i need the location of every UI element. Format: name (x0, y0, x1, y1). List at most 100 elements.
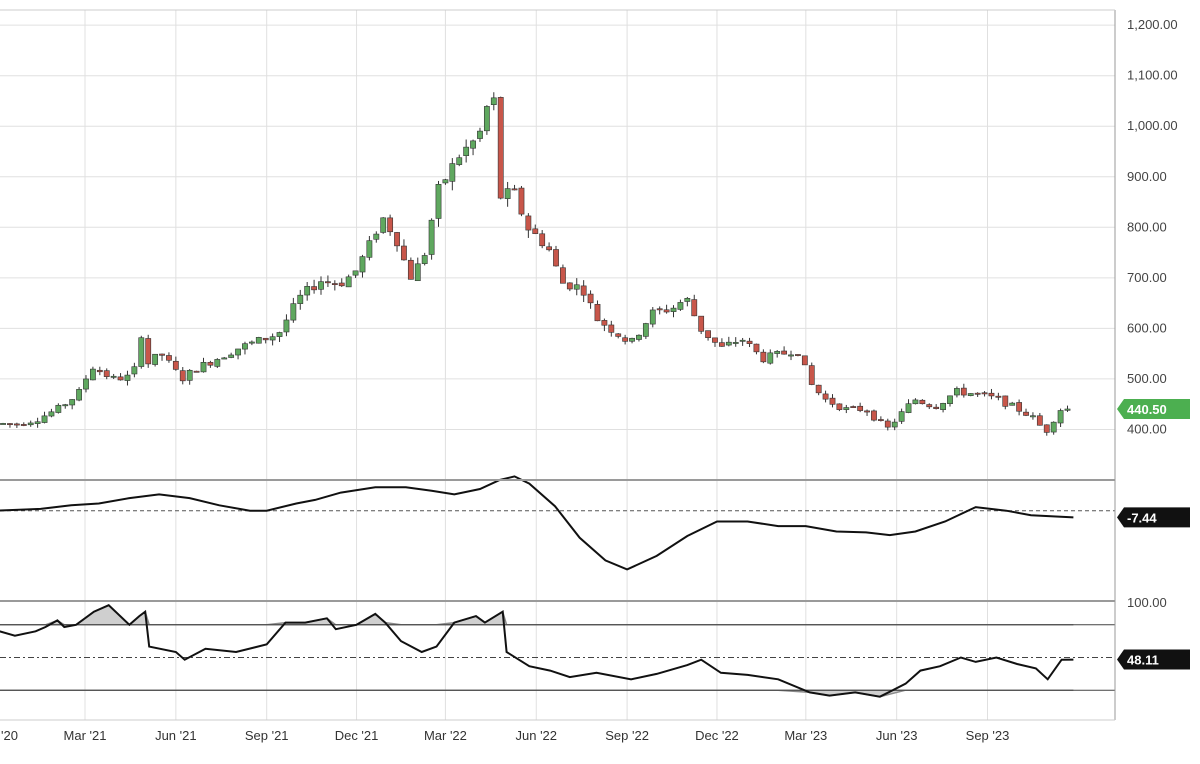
candle-body (366, 240, 373, 258)
candle-body (7, 423, 13, 425)
oscillator-value-badge: -7.44 (1117, 507, 1190, 528)
candle-body (159, 353, 165, 356)
candle-body (656, 308, 663, 311)
candle-body (815, 384, 822, 394)
candle-body (608, 324, 615, 333)
y-tick-label: 500.00 (1127, 371, 1167, 386)
candle-body (359, 256, 366, 273)
candle-body (795, 354, 801, 356)
candle-body (1009, 402, 1016, 406)
candle-body (124, 374, 131, 381)
x-tick-label: Dec '20 (0, 728, 18, 743)
oscillator-value: -7.44 (1127, 510, 1157, 525)
oscillator-value-badge-shape (1117, 507, 1190, 528)
candle-body (269, 336, 276, 341)
candle-body (477, 130, 483, 139)
candle-body (380, 217, 387, 233)
candle-body (649, 309, 656, 325)
candle-body (276, 332, 283, 337)
candle-body (850, 406, 857, 408)
candle-body (960, 387, 967, 396)
candle-body (96, 369, 103, 373)
candle-body (13, 423, 20, 426)
candle-body (449, 163, 456, 182)
y-tick-label: 900.00 (1127, 169, 1167, 184)
candle-body (290, 303, 297, 321)
candle-body (801, 355, 808, 366)
candle-body (553, 249, 559, 267)
y-tick-label: 400.00 (1127, 421, 1167, 436)
candle-body (1064, 408, 1071, 411)
candle-body (988, 392, 995, 397)
top-mask (1116, 0, 1200, 6)
candle-body (55, 404, 62, 413)
candle-body (414, 263, 421, 282)
candle-body (76, 389, 82, 401)
candle-body (760, 351, 767, 363)
candle-body (739, 339, 746, 342)
candle-body (345, 276, 352, 288)
x-tick-label: Dec '21 (335, 728, 379, 743)
x-tick-label: Sep '21 (245, 728, 289, 743)
candle-body (262, 337, 269, 341)
candle-body (152, 353, 159, 365)
grid-lines (0, 10, 1115, 720)
candle-body (981, 392, 988, 395)
candle-body (138, 337, 145, 367)
candle-body (325, 281, 331, 284)
candle-body (884, 420, 891, 428)
candle-body (504, 188, 511, 199)
candle-body (587, 293, 594, 304)
candle-body (235, 348, 241, 356)
candle-body (1043, 424, 1050, 433)
candle-body (822, 393, 829, 400)
candle-body (193, 370, 200, 373)
candle-body (248, 341, 255, 344)
candle-body (905, 403, 912, 413)
candle-body (297, 294, 304, 304)
last-price-badge-shape (1117, 398, 1190, 419)
candle-body (428, 219, 435, 255)
candle-body (352, 270, 359, 276)
candle-body (1036, 415, 1043, 426)
candle-body (0, 423, 6, 425)
candle-body (629, 337, 635, 342)
candle-body (573, 284, 580, 290)
stochastic-line (0, 604, 1074, 698)
candle-body (221, 357, 228, 360)
candle-body (732, 342, 739, 344)
candle-body (131, 366, 138, 375)
axes: Dec '20 Mar '21 Jun '21 Sep '21 Dec '21 Mar '… (0, 0, 1200, 743)
candle-body (788, 354, 794, 357)
candle-body (186, 369, 193, 381)
candle-body (490, 97, 497, 105)
x-tick-label: Dec '22 (695, 728, 739, 743)
candle-body (304, 286, 311, 296)
candle-body (532, 228, 539, 234)
x-tick-label: Mar '21 (64, 728, 107, 743)
candle-body (684, 298, 691, 302)
candle-body (746, 340, 753, 344)
candle-body (566, 282, 573, 290)
candle-body (767, 352, 774, 364)
candle-body (1023, 411, 1029, 416)
candle-body (207, 362, 214, 366)
candle-body (967, 393, 974, 396)
oscillator-panel (0, 475, 1115, 571)
y-tick-label: 600.00 (1127, 320, 1167, 335)
candle-body (470, 140, 476, 149)
candle-body (808, 365, 815, 385)
candle-body (642, 323, 649, 337)
candle-body (677, 302, 684, 310)
candle-body (1030, 415, 1036, 418)
candle-body (283, 319, 290, 333)
candle-body (421, 255, 428, 264)
candle-body (1050, 421, 1057, 433)
candle-body (166, 355, 172, 361)
candle-body (891, 421, 898, 428)
candle-body (995, 395, 1002, 398)
candle-body (622, 337, 629, 342)
candle-body (615, 333, 622, 337)
